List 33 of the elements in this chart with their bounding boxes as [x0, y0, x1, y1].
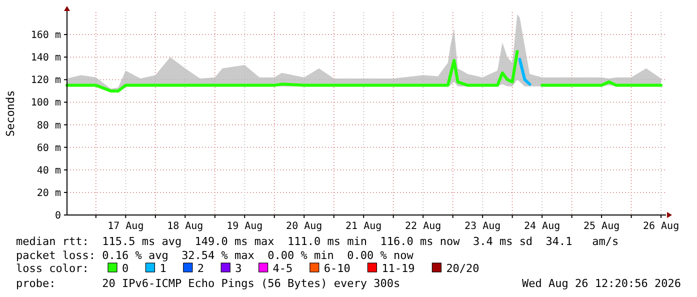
x-tick-label: 26 Aug	[642, 221, 680, 232]
legend-label: 20/20	[446, 262, 480, 275]
x-tick-label: 24 Aug	[524, 221, 560, 232]
x-tick-label: 21 Aug	[346, 221, 382, 232]
legend-label: 4-5	[272, 262, 293, 275]
y-tick-label: 160 m	[30, 30, 61, 42]
y-tick-label: 140 m	[30, 52, 61, 64]
legend-label: 3	[235, 262, 242, 275]
x-tick-label: 17 Aug	[108, 221, 144, 232]
y-tick-label: 20 m	[36, 188, 61, 199]
text: median rtt: 115.5 ms avg 149.0 ms max 111.0 ms min 116.0 ms now 3.4 ms sd 34.1 am/s	[16, 235, 619, 248]
legend-label: 6-10	[324, 262, 350, 275]
y-tick-label: 100 m	[30, 98, 61, 109]
legend-label: 2	[197, 262, 204, 275]
legend-label: 0	[122, 262, 129, 275]
legend-label: 1	[160, 262, 166, 275]
text: packet loss: 0.16 % avg 32.54 % max 0.00 % min 0.00 % now	[16, 249, 414, 262]
y-axis-title: Seconds	[4, 90, 17, 137]
x-tick-label: 25 Aug	[583, 221, 620, 232]
y-tick-label: 0	[54, 210, 61, 222]
x-tick-label: 20 Aug	[286, 221, 322, 232]
x-tick-label: 18 Aug	[167, 221, 204, 232]
legend-title: loss color:	[16, 262, 89, 275]
legend-label: 11-19	[382, 262, 415, 275]
x-tick-label: 19 Aug	[226, 221, 263, 232]
y-tick-label: 40 m	[36, 165, 61, 176]
text: Wed Aug 26 12:20:56 2026	[522, 277, 681, 290]
y-tick-label: 80 m	[36, 120, 61, 132]
y-tick-label: 120 m	[30, 75, 61, 86]
x-tick-label: 23 Aug	[464, 221, 501, 232]
x-tick-label: 22 Aug	[405, 221, 442, 232]
y-tick-label: 60 m	[36, 142, 61, 154]
text: probe: 20 IPv6-ICMP Echo Pings (56 Bytes) every 300s	[16, 277, 400, 290]
